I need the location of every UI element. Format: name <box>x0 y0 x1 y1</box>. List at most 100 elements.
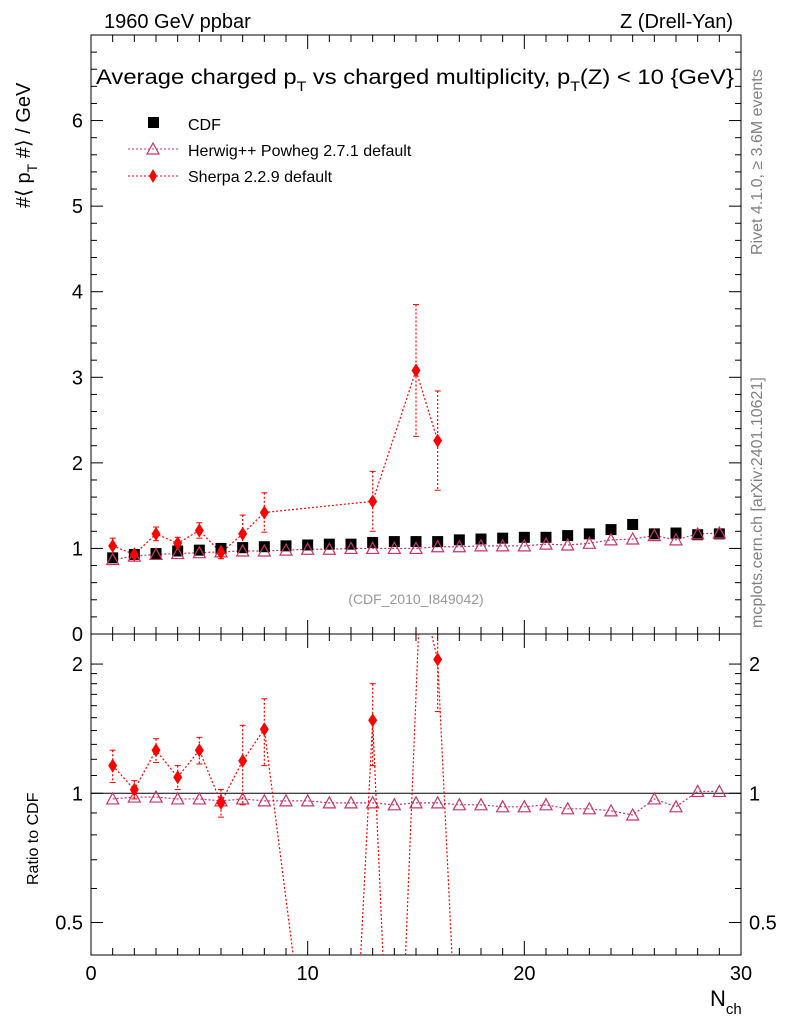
herwig-ratio-point <box>170 791 185 805</box>
x-axis-title: Nch <box>710 986 742 1018</box>
herwig-main-point <box>538 536 554 550</box>
cdf-data-point <box>605 524 617 536</box>
herwig-ratio-point <box>148 789 164 803</box>
herwig-ratio-point <box>560 801 575 815</box>
sherpa-main-point <box>411 363 421 378</box>
sherpa-ratio-point <box>216 795 226 810</box>
herwig-main-point <box>473 538 489 552</box>
herwig-ratio-point <box>322 795 337 809</box>
herwig-main-point <box>625 531 640 545</box>
herwig-main-point <box>278 542 294 556</box>
sherpa-ratio-point <box>259 722 269 737</box>
ratio-x-tick-label: 20 <box>513 963 535 985</box>
ratio-x-tick-label: 10 <box>297 963 319 985</box>
cdf-data-point <box>150 548 162 560</box>
legend-marker-sherpa <box>149 169 157 183</box>
main-y-tick-label: 2 <box>72 453 83 475</box>
herwig-main-point <box>452 539 467 553</box>
ratio-y-tick-label: 1 <box>72 783 83 805</box>
herwig-ratio-point <box>192 791 207 805</box>
cdf-data-point <box>583 528 595 540</box>
herwig-main-point <box>582 536 597 549</box>
cdf-data-point <box>345 538 357 550</box>
herwig-ratio-point <box>668 799 684 813</box>
herwig-ratio-point <box>408 795 424 809</box>
cdf-data-point <box>518 531 530 543</box>
ratio-y-tick-label: 0.5 <box>55 912 83 934</box>
cdf-data-point <box>302 539 314 551</box>
herwig-main-point <box>690 526 705 540</box>
herwig-main-point <box>170 546 185 560</box>
legend: CDF Herwig++ Powheg 2.7.1 default Sherpa… <box>128 117 412 186</box>
sherpa-ratio-point <box>368 713 378 728</box>
sherpa-ratio-point <box>108 758 118 773</box>
ratio-x-tick-label: 30 <box>730 963 752 985</box>
herwig-ratio-point <box>495 799 510 813</box>
sherpa-ratio-point <box>151 743 161 758</box>
cdf-data-point <box>193 544 205 556</box>
herwig-main-point <box>430 539 445 553</box>
herwig-ratio-point <box>647 791 662 805</box>
herwig-ratio-line <box>112 790 720 816</box>
sherpa-main-line <box>112 368 439 556</box>
herwig-ratio-point <box>235 791 250 805</box>
sherpa-main-point <box>194 523 204 538</box>
sherpa-main-point <box>433 433 443 448</box>
main-y-tick-label: 0 <box>72 624 83 646</box>
herwig-ratio-point <box>105 791 120 805</box>
herwig-main-point <box>343 541 359 555</box>
ratio-y-tick-label-right: 0.5 <box>749 912 777 934</box>
ratio-y-axis-title: Ratio to CDF <box>25 792 42 885</box>
herwig-ratio-point <box>300 793 315 807</box>
cdf-data-point <box>258 541 270 553</box>
header-energy: 1960 GeV ppbar <box>104 11 251 33</box>
header-process: Z (Drell-Yan) <box>620 11 733 33</box>
sherpa-ratio-point <box>238 753 248 768</box>
herwig-ratio-point <box>430 795 445 809</box>
sherpa-main-point <box>173 536 183 551</box>
cdf-data-point <box>172 545 184 557</box>
herwig-main-point <box>235 543 250 557</box>
herwig-main-point <box>647 528 662 542</box>
main-plot-area: 0 1 2 3 4 5 6 <box>72 34 742 646</box>
herwig-main-point <box>560 537 575 551</box>
legend-label-herwig: Herwig++ Powheg 2.7.1 default <box>188 143 412 160</box>
herwig-ratio-point <box>127 789 142 803</box>
cdf-data-point <box>562 530 574 542</box>
legend-marker-herwig <box>145 141 161 155</box>
main-y-tick-label: 6 <box>72 111 83 133</box>
sherpa-ratio-point <box>433 652 443 667</box>
herwig-ratio-point <box>517 799 532 813</box>
ratio-x-tick-label: 0 <box>85 963 96 985</box>
sherpa-main-point <box>151 526 161 541</box>
sherpa-ratio-point <box>129 782 139 797</box>
cdf-data-point <box>497 532 509 544</box>
sherpa-main-point <box>259 505 269 520</box>
sherpa-main-point <box>216 545 226 560</box>
main-y-tick-label: 5 <box>72 196 83 218</box>
herwig-main-point <box>148 547 164 561</box>
cdf-data-point <box>627 518 639 530</box>
herwig-main-point <box>517 538 532 552</box>
herwig-main-point <box>257 543 272 557</box>
herwig-main-point <box>365 541 380 555</box>
herwig-main-point <box>495 538 510 552</box>
sherpa-ratio-point <box>194 743 204 758</box>
cdf-data-point <box>692 529 704 541</box>
sherpa-main-point <box>129 547 139 562</box>
side-rivet-info: Rivet 4.1.0, ≥ 3.6M events <box>749 69 766 255</box>
sherpa-main-point <box>108 538 118 553</box>
herwig-ratio-point <box>625 807 640 821</box>
ratio-plot-area: 0 10 20 30 0.5 0.5 1 1 2 2 <box>55 633 777 985</box>
herwig-main-point <box>387 541 402 555</box>
main-y-tick-label: 4 <box>72 282 83 304</box>
herwig-main-point <box>300 542 315 555</box>
cdf-data-point <box>280 540 292 552</box>
herwig-ratio-point <box>473 797 489 811</box>
herwig-main-point <box>192 545 207 559</box>
herwig-main-point <box>105 552 120 566</box>
legend-label-sherpa: Sherpa 2.2.9 default <box>188 169 333 186</box>
analysis-watermark: (CDF_2010_I849042) <box>348 591 483 607</box>
